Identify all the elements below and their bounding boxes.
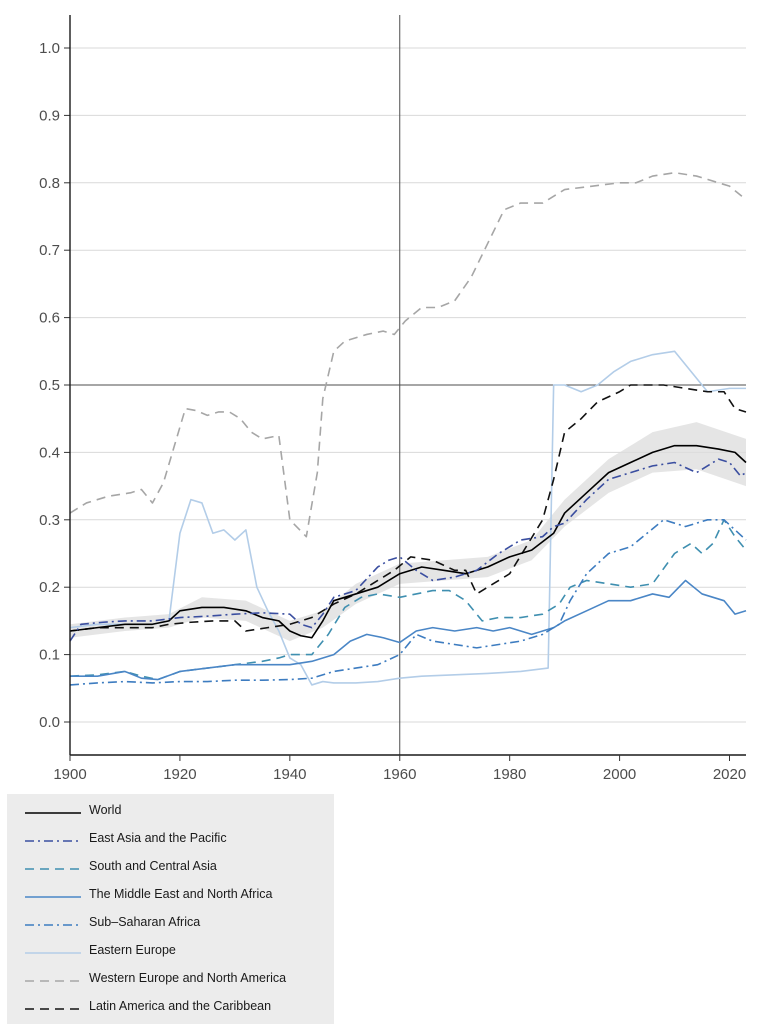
legend: World East Asia and the Pacific South an… bbox=[7, 794, 334, 1024]
legend-item-south-central-asia: South and Central Asia bbox=[7, 855, 334, 883]
series-line-the-middle-east-and-north-africa bbox=[70, 579, 747, 681]
legend-item-world: World bbox=[7, 799, 334, 827]
x-tick-label: 1920 bbox=[163, 766, 196, 783]
series-line-western-europe-and-north-america bbox=[69, 171, 747, 538]
legend-item-middle-east-north-africa: The Middle East and North Africa bbox=[7, 883, 334, 911]
line-chart: 0.0 0.1 0.2 0.3 0.4 0.5 0.6 0.7 0.8 0.9 1.0 1900 192… bbox=[39, 15, 747, 783]
y-tick-label: 0.4 bbox=[39, 444, 60, 461]
x-tick-label: 2000 bbox=[603, 766, 636, 783]
series-line-latin-america-and-the-caribbean bbox=[69, 384, 747, 632]
legend-label: Latin America and the Caribbean bbox=[89, 999, 272, 1013]
x-tick-label: 1960 bbox=[383, 766, 416, 783]
x-tick-label: 2020 bbox=[713, 766, 746, 783]
legend-item-latin-america-caribbean: Latin America and the Caribbean bbox=[7, 995, 334, 1023]
y-tick-label: 1.0 bbox=[39, 40, 60, 57]
legend-label: Sub–Saharan Africa bbox=[89, 915, 201, 929]
confidence-band bbox=[70, 422, 746, 642]
series-line-eastern-europe bbox=[69, 350, 746, 686]
x-tick-label: 1900 bbox=[53, 766, 86, 783]
legend-item-eastern-europe: Eastern Europe bbox=[7, 939, 334, 967]
legend-label: World bbox=[89, 803, 122, 817]
y-tick-label: 0.5 bbox=[39, 377, 60, 394]
legend-label: Western Europe and North America bbox=[89, 971, 287, 985]
legend-label: East Asia and the Pacific bbox=[89, 831, 227, 845]
y-tick-label: 0.8 bbox=[39, 175, 60, 192]
legend-item-sub-saharan-africa: Sub–Saharan Africa bbox=[7, 911, 334, 939]
x-tick-label: 1980 bbox=[493, 766, 526, 783]
y-tick-label: 0.1 bbox=[39, 647, 60, 664]
series-lines bbox=[69, 171, 747, 686]
series-line-east-asia-and-the-pacific bbox=[69, 458, 747, 642]
y-tick-label: 0.9 bbox=[39, 107, 60, 124]
y-tick-label: 0.0 bbox=[39, 714, 60, 731]
y-tick-label: 0.6 bbox=[39, 310, 60, 327]
y-tick-label: 0.3 bbox=[39, 512, 60, 529]
legend-label: Eastern Europe bbox=[89, 943, 176, 957]
legend-item-western-europe-north-america: Western Europe and North America bbox=[7, 967, 334, 995]
x-tick-label: 1940 bbox=[273, 766, 306, 783]
series-line-world bbox=[69, 444, 747, 639]
axes: 0.0 0.1 0.2 0.3 0.4 0.5 0.6 0.7 0.8 0.9 1.0 1900 192… bbox=[39, 15, 746, 783]
legend-label: South and Central Asia bbox=[89, 859, 217, 873]
series-line-sub-saharan-africa bbox=[69, 518, 747, 686]
y-tick-label: 0.2 bbox=[39, 579, 60, 596]
legend-item-east-asia-pacific: East Asia and the Pacific bbox=[7, 827, 334, 855]
y-tick-label: 0.7 bbox=[39, 242, 60, 259]
legend-label: The Middle East and North Africa bbox=[89, 887, 273, 901]
world-confidence-band bbox=[70, 422, 746, 642]
